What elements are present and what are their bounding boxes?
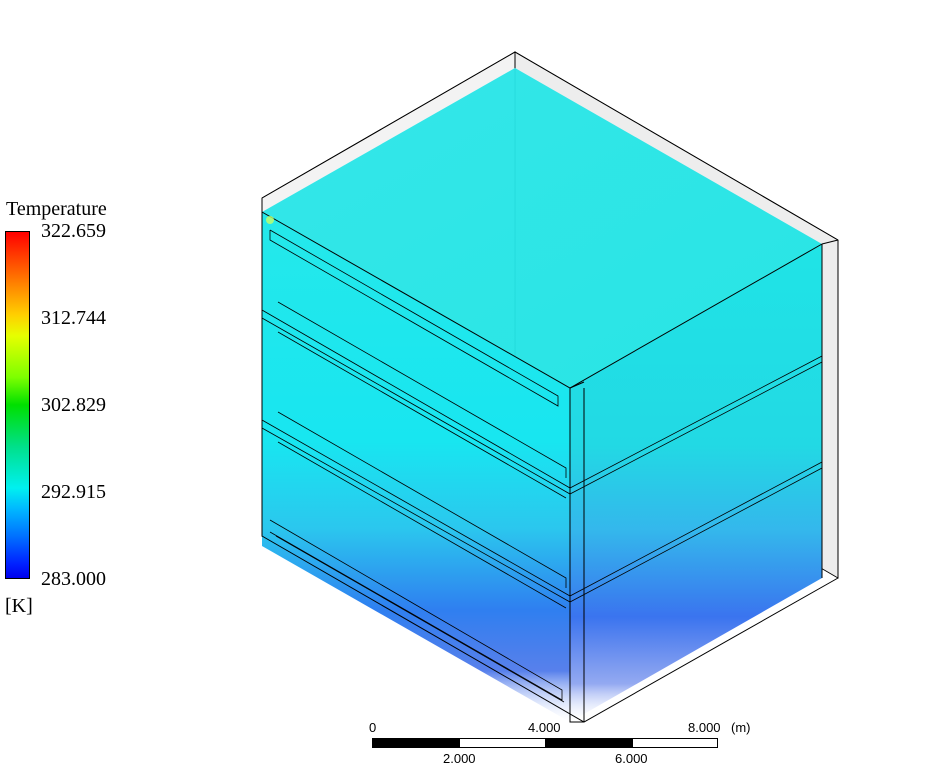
temperature-legend: Temperature 322.659 312.744 302.829 292.… [0,0,140,783]
legend-tick-max: 322.659 [41,220,106,242]
scale-label-6: 6.000 [615,751,648,766]
scale-segment-4 [632,738,718,748]
top-face [262,68,822,388]
legend-title: Temperature [6,198,107,220]
scale-segment-2 [459,738,546,748]
shelf-lines [261,229,823,703]
scale-bar: 0 4.000 8.000 (m) 2.000 6.000 [340,716,760,776]
legend-unit: [K] [5,595,33,617]
scale-label-4: 4.000 [528,720,561,735]
scale-label-0: 0 [369,720,377,735]
legend-tick-min: 283.000 [41,568,106,590]
box-outline [261,51,839,723]
legend-tick-2: 312.744 [41,307,106,329]
scale-segment-3 [545,738,633,748]
legend-tick-3: 302.829 [41,394,106,416]
legend-tick-4: 292.915 [41,481,106,503]
scale-segment-1 [372,738,460,748]
hot-spot [266,216,274,224]
scale-label-8: 8.000 [688,720,721,735]
front-face [262,212,570,722]
right-face [570,244,822,722]
scale-label-2: 2.000 [443,751,476,766]
scale-unit: (m) [731,720,751,735]
legend-color-bar [5,231,30,579]
